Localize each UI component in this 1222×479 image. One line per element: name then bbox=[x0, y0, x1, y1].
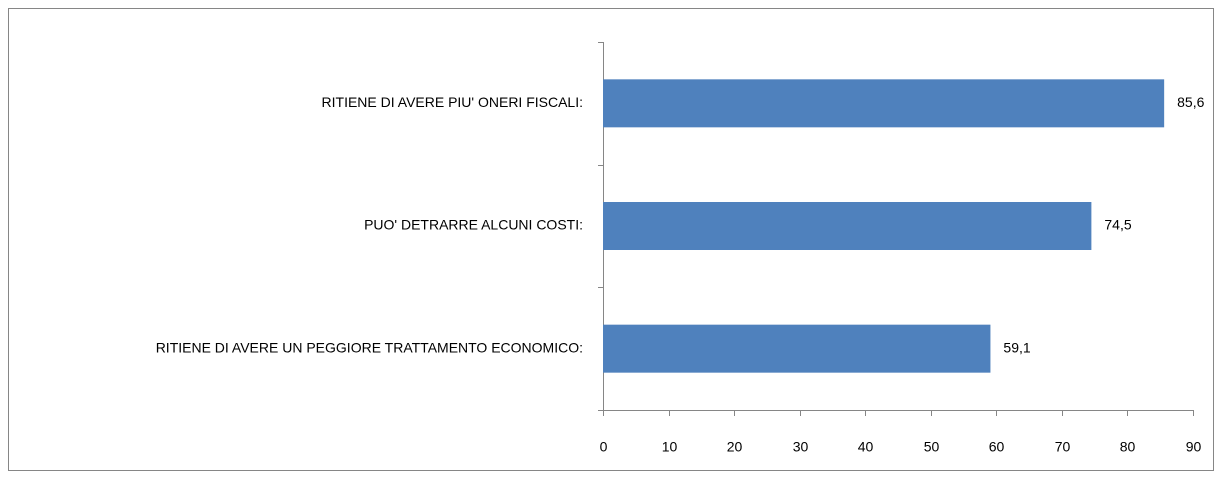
x-tick-label: 90 bbox=[1186, 439, 1202, 455]
y-tick-label: RITIENE DI AVERE PIU' ONERI FISCALI: bbox=[322, 94, 583, 110]
x-tick-label: 50 bbox=[924, 439, 940, 455]
x-tick-label: 60 bbox=[989, 439, 1005, 455]
bar bbox=[603, 202, 1092, 250]
x-tick-label: 30 bbox=[793, 439, 809, 455]
value-label: 74,5 bbox=[1104, 217, 1131, 233]
x-tick-label: 20 bbox=[727, 439, 743, 455]
x-tick-label: 80 bbox=[1120, 439, 1136, 455]
x-tick-label: 10 bbox=[662, 439, 678, 455]
x-tick-label: 40 bbox=[858, 439, 874, 455]
value-label: 59,1 bbox=[1003, 339, 1030, 355]
y-tick-label: PUO' DETRARRE ALCUNI COSTI: bbox=[364, 217, 583, 233]
value-label: 85,6 bbox=[1177, 94, 1204, 110]
bar bbox=[603, 79, 1165, 128]
bar bbox=[603, 324, 991, 373]
y-tick-label: RITIENE DI AVERE UN PEGGIORE TRATTAMENTO… bbox=[156, 339, 583, 355]
x-tick-label: 0 bbox=[600, 439, 608, 455]
x-tick-label: 70 bbox=[1055, 439, 1071, 455]
